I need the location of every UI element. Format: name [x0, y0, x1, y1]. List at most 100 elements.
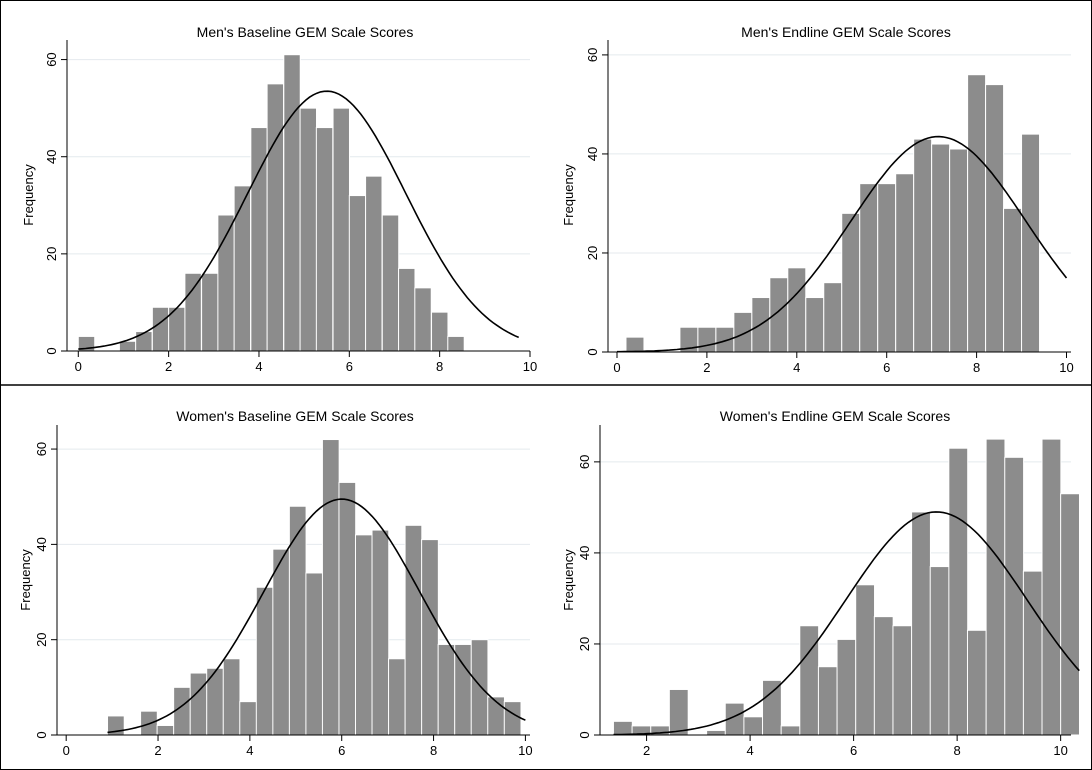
- bar-men-baseline-12: [266, 83, 285, 352]
- y-axis-title-women-baseline: Frequency: [18, 549, 33, 611]
- panel-title-men-endline: Men's Endline GEM Scale Scores: [741, 24, 951, 40]
- bar-women-baseline-13: [321, 439, 340, 736]
- x-tick-label-men-baseline-2: 2: [165, 359, 172, 374]
- bar-men-baseline-19: [381, 214, 400, 352]
- y-tick-label-women-endline-20: 20: [577, 637, 592, 651]
- bar-men-endline-20: [985, 84, 1005, 353]
- bar-men-endline-4: [697, 326, 717, 353]
- y-tick-label-men-baseline-60: 60: [44, 52, 59, 66]
- bar-men-baseline-17: [348, 195, 367, 352]
- bar-men-endline-22: [1021, 133, 1041, 353]
- bar-men-baseline-7: [184, 272, 202, 352]
- bar-men-baseline-18: [365, 175, 383, 352]
- x-tick-label-men-baseline-8: 8: [436, 359, 443, 374]
- x-tick-label-men-endline-0: 0: [613, 360, 620, 375]
- bar-men-endline-14: [877, 183, 897, 353]
- panel-title-women-endline: Women's Endline GEM Scale Scores: [720, 408, 950, 424]
- bar-women-endline-0: [612, 720, 633, 736]
- bar-women-baseline-8: [239, 701, 257, 736]
- bar-women-baseline-5: [189, 672, 208, 736]
- x-tick-label-women-baseline-6: 6: [338, 743, 345, 758]
- bar-women-baseline-18: [404, 524, 423, 736]
- bar-women-endline-16: [911, 511, 931, 736]
- bar-women-endline-23: [1041, 438, 1062, 736]
- panel-men-endline: 0 20 40 60 0 2 4 6 8 10: [585, 40, 1074, 375]
- bar-men-baseline-22: [431, 311, 449, 352]
- bar-men-endline-19: [967, 74, 987, 353]
- x-tick-label-women-baseline-0: 0: [63, 743, 70, 758]
- bar-women-baseline-19: [421, 539, 439, 736]
- bar-women-baseline-10: [272, 548, 291, 736]
- y-tick-label-men-baseline-40: 40: [44, 149, 59, 163]
- bar-men-baseline-23: [447, 335, 465, 352]
- bar-women-endline-18: [948, 447, 969, 736]
- bar-women-baseline-16: [371, 529, 390, 736]
- bar-men-baseline-8: [201, 272, 219, 352]
- y-tick-label-women-endline-40: 40: [577, 546, 592, 560]
- normal-curve-women-baseline: [107, 498, 526, 734]
- bar-men-endline-16: [913, 138, 933, 353]
- bar-women-endline-21: [1004, 456, 1025, 736]
- x-tick-label-women-baseline-10: 10: [518, 743, 532, 758]
- x-tick-label-women-baseline-4: 4: [246, 743, 253, 758]
- bar-men-baseline-10: [233, 185, 252, 352]
- bar-women-endline-17: [929, 566, 950, 736]
- x-tick-label-women-endline-10: 10: [1053, 743, 1067, 758]
- bar-men-baseline-15: [315, 127, 334, 352]
- y-tick-label-women-baseline-40: 40: [34, 537, 49, 551]
- bar-men-endline-17: [931, 143, 951, 353]
- x-tick-label-women-endline-2: 2: [643, 743, 650, 758]
- bar-men-baseline-16: [332, 107, 350, 352]
- bar-women-endline-9: [780, 725, 801, 736]
- bar-women-endline-5: [706, 729, 726, 736]
- y-tick-label-women-baseline-60: 60: [34, 442, 49, 456]
- bar-men-baseline-4: [135, 331, 153, 352]
- bar-women-baseline-12: [305, 572, 324, 736]
- bar-women-endline-11: [817, 666, 838, 736]
- bar-women-baseline-20: [437, 643, 456, 736]
- bar-women-endline-19: [966, 629, 987, 736]
- bar-men-baseline-14: [299, 107, 318, 352]
- bar-women-baseline-24: [503, 701, 522, 736]
- bar-women-baseline-21: [454, 643, 472, 736]
- bar-women-endline-13: [855, 584, 876, 736]
- panel-men-baseline: 0 20 40 60 0 2 4 6 8 10: [44, 40, 537, 374]
- bar-women-baseline-11: [288, 505, 307, 736]
- x-tick-label-women-endline-8: 8: [954, 743, 961, 758]
- y-axis-title-women-endline: Frequency: [561, 549, 576, 611]
- bar-women-endline-14: [873, 616, 894, 736]
- x-tick-label-women-baseline-2: 2: [154, 743, 161, 758]
- x-tick-label-men-endline-6: 6: [883, 360, 890, 375]
- bar-men-baseline-20: [398, 267, 416, 352]
- bar-men-baseline-13: [283, 54, 301, 352]
- y-tick-label-men-endline-0: 0: [585, 348, 600, 355]
- panel-women-baseline: 0 20 40 60 0 2 4 6 8 10: [34, 425, 533, 758]
- normal-curve-women-endline: [613, 511, 1080, 736]
- bar-men-endline-11: [823, 282, 843, 353]
- bar-men-endline-12: [841, 212, 861, 353]
- bar-men-baseline-5: [151, 306, 170, 352]
- bar-women-endline-3: [668, 688, 689, 736]
- bar-women-endline-20: [985, 438, 1006, 736]
- bar-men-endline-6: [733, 311, 753, 353]
- panel-women-endline: 0 20 40 60 2 4 6 8 10: [577, 425, 1080, 758]
- bar-men-endline-10: [805, 297, 825, 353]
- x-tick-label-men-endline-4: 4: [793, 360, 800, 375]
- y-axis-title-men-endline: Frequency: [561, 164, 576, 226]
- bar-women-baseline-3: [156, 724, 175, 736]
- x-tick-label-women-endline-4: 4: [746, 743, 753, 758]
- y-tick-label-men-endline-40: 40: [585, 147, 600, 161]
- x-tick-label-men-endline-8: 8: [973, 360, 980, 375]
- bar-women-baseline-4: [173, 686, 191, 736]
- bar-women-endline-22: [1022, 570, 1043, 736]
- x-tick-label-women-baseline-8: 8: [430, 743, 437, 758]
- panel-title-women-baseline: Women's Baseline GEM Scale Scores: [176, 408, 413, 424]
- bar-women-baseline-22: [470, 639, 489, 736]
- bar-men-endline-9: [787, 267, 807, 353]
- bar-women-endline-24: [1060, 493, 1080, 736]
- x-tick-label-women-endline-6: 6: [850, 743, 857, 758]
- bar-men-endline-21: [1003, 207, 1023, 353]
- x-tick-label-men-baseline-10: 10: [523, 359, 537, 374]
- y-tick-label-women-endline-60: 60: [577, 455, 592, 469]
